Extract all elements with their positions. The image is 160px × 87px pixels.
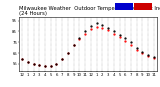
Text: Milwaukee Weather  Outdoor Temperature vs Heat Index
(24 Hours): Milwaukee Weather Outdoor Temperature vs… (19, 6, 160, 16)
